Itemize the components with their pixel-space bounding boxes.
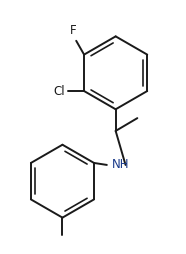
Text: NH: NH bbox=[112, 158, 129, 171]
Text: F: F bbox=[70, 24, 77, 37]
Text: Cl: Cl bbox=[54, 85, 65, 98]
